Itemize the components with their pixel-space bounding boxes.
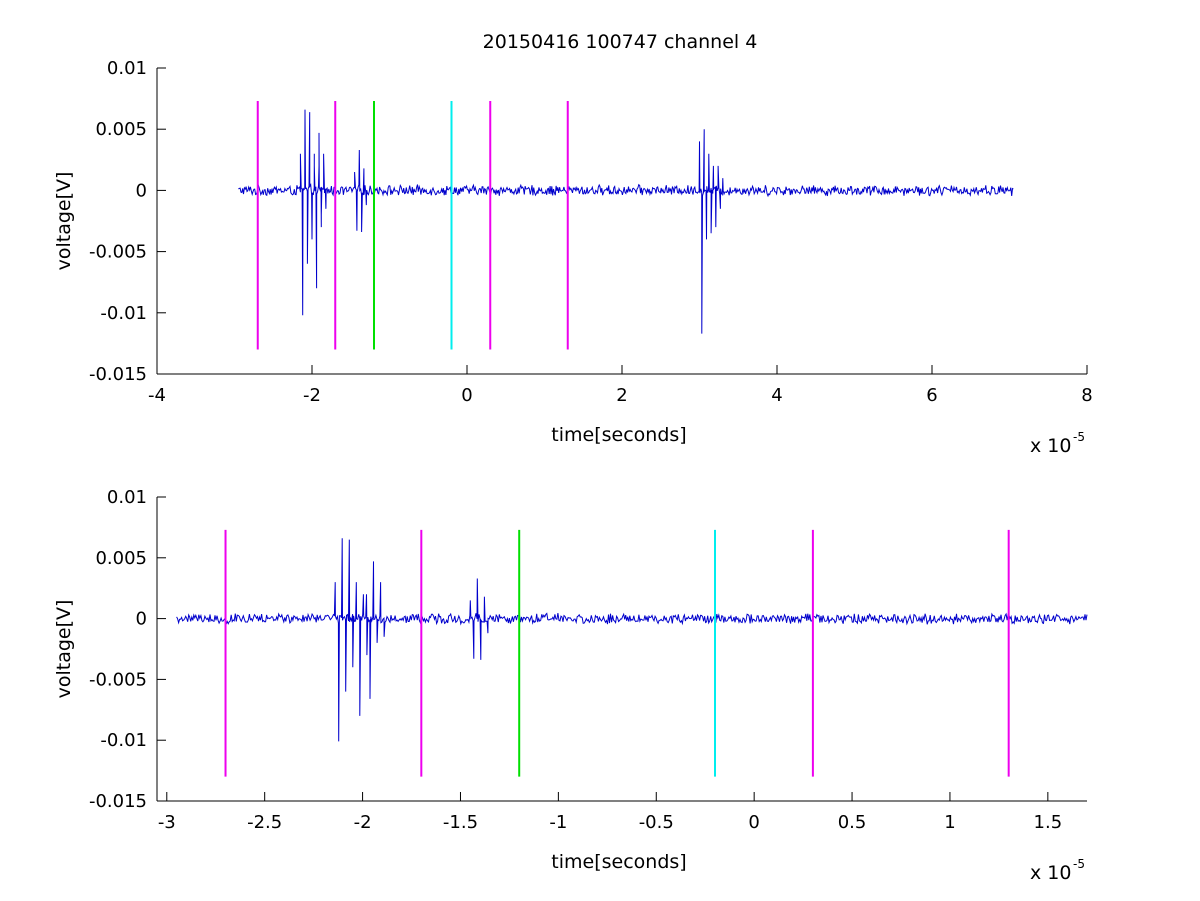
- x-axis-label: time[seconds]: [551, 851, 686, 873]
- x-scale-exponent: -5: [1073, 430, 1085, 444]
- figure-title: 20150416 100747 channel 4: [483, 31, 758, 53]
- y-tick-label: -0.005: [89, 669, 147, 690]
- x-tick-label: 1.5: [1034, 812, 1063, 833]
- y-tick-label: -0.015: [89, 364, 147, 385]
- x-tick-label: 0: [461, 385, 472, 406]
- x-scale-label: x 10: [1030, 862, 1071, 884]
- y-tick-label: 0.01: [107, 487, 147, 508]
- y-tick-label: 0: [136, 609, 147, 630]
- y-axis-label: voltage[V]: [53, 600, 75, 699]
- x-tick-label: 0.5: [838, 812, 867, 833]
- y-tick-label: 0: [136, 180, 147, 201]
- y-axis-label: voltage[V]: [53, 172, 75, 271]
- signal-series-line: [176, 538, 1088, 742]
- x-scale-exponent: -5: [1073, 857, 1085, 871]
- bottom-plot: -0.015 -0.01 -0.005 0 0.005 0.01 -3 -2.5 -2 -1.5 -…: [53, 487, 1088, 884]
- y-tick-label: 0.005: [95, 548, 147, 569]
- x-tick-label: 0: [748, 812, 759, 833]
- x-tick-label: 8: [1081, 385, 1092, 406]
- x-tick-label: -2: [303, 385, 321, 406]
- y-tick-label: 0.005: [95, 119, 147, 140]
- x-axis-label: time[seconds]: [551, 424, 686, 446]
- y-tick-label: -0.005: [89, 242, 147, 263]
- x-tick-label: -4: [148, 385, 166, 406]
- x-scale-label: x 10: [1030, 435, 1071, 457]
- y-tick-label: -0.01: [100, 303, 147, 324]
- x-tick-label: -1: [549, 812, 567, 833]
- x-tick-label: 6: [926, 385, 937, 406]
- y-tick-label: -0.015: [89, 791, 147, 812]
- x-tick-label: -2: [354, 812, 372, 833]
- x-tick-label: -3: [158, 812, 176, 833]
- x-tick-label: -0.5: [639, 812, 674, 833]
- x-tick-label: 4: [771, 385, 782, 406]
- x-tick-label: -2.5: [247, 812, 282, 833]
- x-tick-label: -1.5: [443, 812, 478, 833]
- signal-series-line: [238, 109, 1014, 334]
- x-tick-label: 1: [944, 812, 955, 833]
- x-tick-label: 2: [616, 385, 627, 406]
- y-tick-label: 0.01: [107, 58, 147, 79]
- y-tick-label: -0.01: [100, 730, 147, 751]
- top-plot: -0.015 -0.01 -0.005 0 0.005 0.01 -4 -2 0 2 4 6 8 time…: [53, 58, 1093, 457]
